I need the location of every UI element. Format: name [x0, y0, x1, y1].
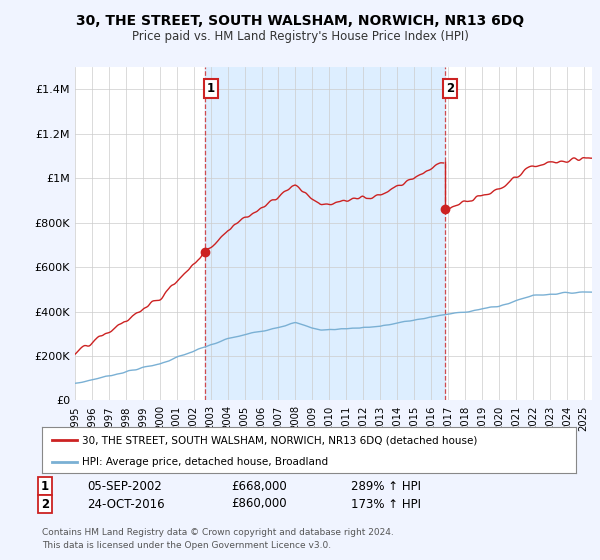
Text: £860,000: £860,000: [231, 497, 287, 511]
Text: 289% ↑ HPI: 289% ↑ HPI: [351, 479, 421, 493]
Text: 05-SEP-2002: 05-SEP-2002: [87, 479, 162, 493]
Text: 2: 2: [41, 497, 49, 511]
Bar: [205, 67, 445, 400]
Text: 30, THE STREET, SOUTH WALSHAM, NORWICH, NR13 6DQ: 30, THE STREET, SOUTH WALSHAM, NORWICH, …: [76, 14, 524, 28]
Text: 30, THE STREET, SOUTH WALSHAM, NORWICH, NR13 6DQ (detached house): 30, THE STREET, SOUTH WALSHAM, NORWICH, …: [82, 435, 478, 445]
Text: Contains HM Land Registry data © Crown copyright and database right 2024.
This d: Contains HM Land Registry data © Crown c…: [42, 528, 394, 549]
Text: 1: 1: [41, 479, 49, 493]
Text: Price paid vs. HM Land Registry's House Price Index (HPI): Price paid vs. HM Land Registry's House …: [131, 30, 469, 43]
Text: HPI: Average price, detached house, Broadland: HPI: Average price, detached house, Broa…: [82, 457, 328, 466]
Text: £668,000: £668,000: [231, 479, 287, 493]
Text: 24-OCT-2016: 24-OCT-2016: [87, 497, 164, 511]
Text: 173% ↑ HPI: 173% ↑ HPI: [351, 497, 421, 511]
Text: 1: 1: [207, 82, 215, 95]
Text: 2: 2: [446, 82, 454, 95]
